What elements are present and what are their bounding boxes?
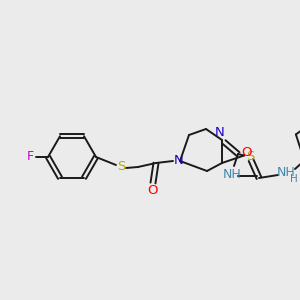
Text: S: S: [117, 160, 125, 173]
Text: H: H: [290, 174, 298, 184]
Text: O: O: [148, 184, 158, 196]
Text: NH: NH: [223, 169, 242, 182]
Text: O: O: [242, 146, 252, 160]
Text: N: N: [215, 125, 225, 139]
Text: F: F: [26, 151, 34, 164]
Text: NH: NH: [277, 166, 296, 178]
Text: S: S: [246, 150, 254, 163]
Text: N: N: [174, 154, 184, 167]
